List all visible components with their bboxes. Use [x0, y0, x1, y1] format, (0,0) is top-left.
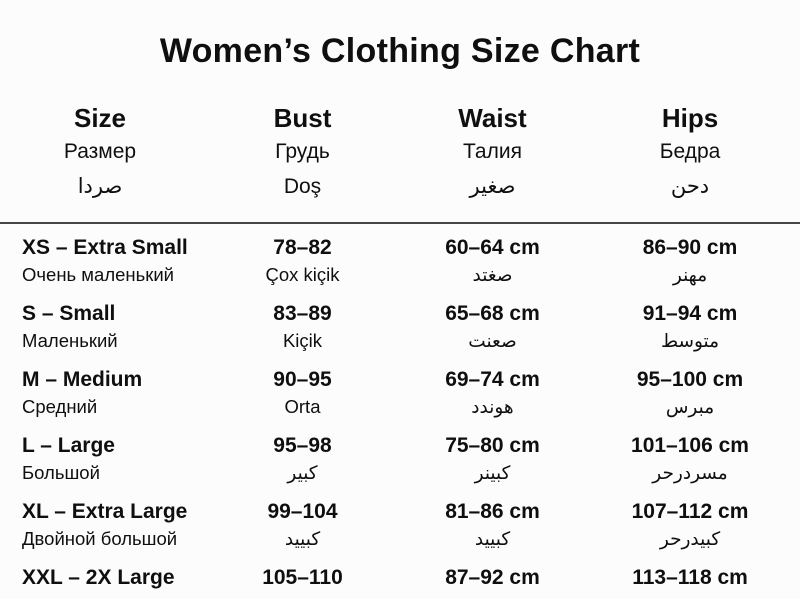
cell-bust: 90–95 Orta [200, 366, 405, 422]
column-header-bust: Bust Грудь Doş [200, 102, 405, 202]
hips-value: 91–94 cm [642, 302, 738, 325]
cell-bust: 83–89 Kiçik [200, 300, 405, 356]
cell-size: XXL – 2X Large [0, 564, 200, 599]
waist-value: 81–86 cm [445, 500, 540, 523]
table-row: M – Medium Средний 90–95 Orta 69–74 cm ه… [0, 356, 800, 422]
table-row: L – Large Большой 95–98 كبير 75–80 cm كب… [0, 422, 800, 488]
header-divider [0, 222, 800, 224]
hips-translation: مبرس [665, 396, 715, 417]
column-header-arabic: صردا [77, 175, 123, 198]
cell-bust: 95–98 كبير [200, 432, 405, 488]
cell-bust: 105–110 [200, 564, 405, 599]
hips-translation: كبيدرحر [659, 528, 721, 549]
column-header-waist: Waist Талия صغير [405, 102, 580, 202]
bust-value: 90–95 [273, 368, 332, 391]
waist-value: 87–92 cm [445, 566, 540, 589]
waist-translation: صعنت [468, 330, 517, 351]
size-label-translation: Большой [22, 462, 100, 483]
hips-translation: متوسط [660, 330, 720, 351]
cell-waist: 65–68 cm صعنت [405, 300, 580, 356]
cell-bust: 99–104 كبييد [200, 498, 405, 554]
size-label: XS – Extra Small [22, 236, 188, 259]
hips-translation: مسردرحر [652, 462, 728, 483]
waist-value: 75–80 cm [445, 434, 540, 457]
size-label: L – Large [22, 434, 115, 457]
cell-hips: 107–112 cm كبيدرحر [580, 498, 800, 554]
bust-value: 95–98 [273, 434, 332, 457]
cell-waist: 69–74 cm هوندد [405, 366, 580, 422]
cell-size: XS – Extra Small Очень маленький [0, 234, 200, 290]
page-title: Women’s Clothing Size Chart [159, 32, 641, 70]
cell-size: L – Large Большой [0, 432, 200, 488]
size-label-translation: Двойной большой [22, 528, 178, 549]
size-label: XXL – 2X Large [22, 566, 175, 589]
waist-value: 69–74 cm [445, 368, 540, 391]
size-label-translation: Маленький [22, 330, 118, 351]
waist-translation: صغتد [472, 264, 513, 285]
waist-value: 60–64 cm [445, 236, 540, 259]
column-header-arabic: صغير [469, 175, 516, 198]
bust-translation: كبييد [284, 528, 321, 549]
column-header-size: Size Размер صردا [0, 102, 200, 202]
table-row: XS – Extra Small Очень маленький 78–82 Ç… [0, 224, 800, 290]
hips-value: 101–106 cm [631, 434, 749, 457]
column-header-russian: Талия [463, 140, 522, 163]
column-header-primary: Waist [458, 103, 527, 133]
waist-value: 65–68 cm [445, 302, 540, 325]
cell-waist: 87–92 cm [405, 564, 580, 599]
column-header-primary: Bust [273, 103, 332, 133]
cell-size: S – Small Маленький [0, 300, 200, 356]
column-header-russian: Размер [63, 140, 137, 163]
hips-value: 113–118 cm [632, 566, 748, 589]
table-row: S – Small Маленький 83–89 Kiçik 65–68 cm… [0, 290, 800, 356]
cell-size: XL – Extra Large Двойной большой [0, 498, 200, 554]
cell-hips: 95–100 cm مبرس [580, 366, 800, 422]
size-label-translation: Средний [22, 396, 98, 417]
bust-translation: Kiçik [282, 330, 323, 351]
waist-translation: كبييد [474, 528, 511, 549]
column-header-primary: Size [73, 103, 127, 133]
bust-value: 83–89 [273, 302, 332, 325]
column-header-russian: Грудь [275, 140, 330, 163]
cell-waist: 75–80 cm كبينر [405, 432, 580, 488]
column-header-arabic: دحن [670, 175, 710, 198]
hips-translation: مهنر [672, 264, 708, 285]
size-label: M – Medium [22, 368, 143, 391]
hips-value: 107–112 cm [631, 500, 749, 523]
bust-translation: Çox kiçik [265, 264, 340, 285]
hips-value: 95–100 cm [636, 368, 744, 391]
cell-hips: 101–106 cm مسردرحر [580, 432, 800, 488]
column-header-russian: Бедра [659, 140, 721, 163]
table-row: XL – Extra Large Двойной большой 99–104 … [0, 488, 800, 554]
size-label: XL – Extra Large [22, 500, 188, 523]
cell-hips: 91–94 cm متوسط [580, 300, 800, 356]
cell-bust: 78–82 Çox kiçik [200, 234, 405, 290]
hips-value: 86–90 cm [642, 236, 738, 259]
waist-translation: كبينر [474, 462, 511, 483]
size-label: S – Small [22, 302, 116, 325]
size-label-translation: Очень маленький [22, 264, 175, 285]
waist-translation: هوندد [471, 396, 514, 417]
bust-value: 105–110 [262, 566, 343, 589]
cell-hips: 113–118 cm [580, 564, 800, 599]
table-row: XXL – 2X Large 105–110 87–92 cm 113–118 … [0, 554, 800, 599]
table-header-row: Size Размер صردا Bust Грудь Doş Waist Та… [0, 102, 800, 202]
bust-value: 99–104 [267, 500, 338, 523]
cell-hips: 86–90 cm مهنر [580, 234, 800, 290]
bust-translation: كبير [287, 462, 318, 483]
cell-waist: 81–86 cm كبييد [405, 498, 580, 554]
column-header-azerbaijani: Doş [283, 175, 322, 198]
cell-waist: 60–64 cm صغتد [405, 234, 580, 290]
bust-value: 78–82 [273, 236, 332, 259]
cell-size: M – Medium Средний [0, 366, 200, 422]
column-header-primary: Hips [661, 103, 719, 133]
bust-translation: Orta [284, 396, 321, 417]
column-header-hips: Hips Бедра دحن [580, 102, 800, 202]
